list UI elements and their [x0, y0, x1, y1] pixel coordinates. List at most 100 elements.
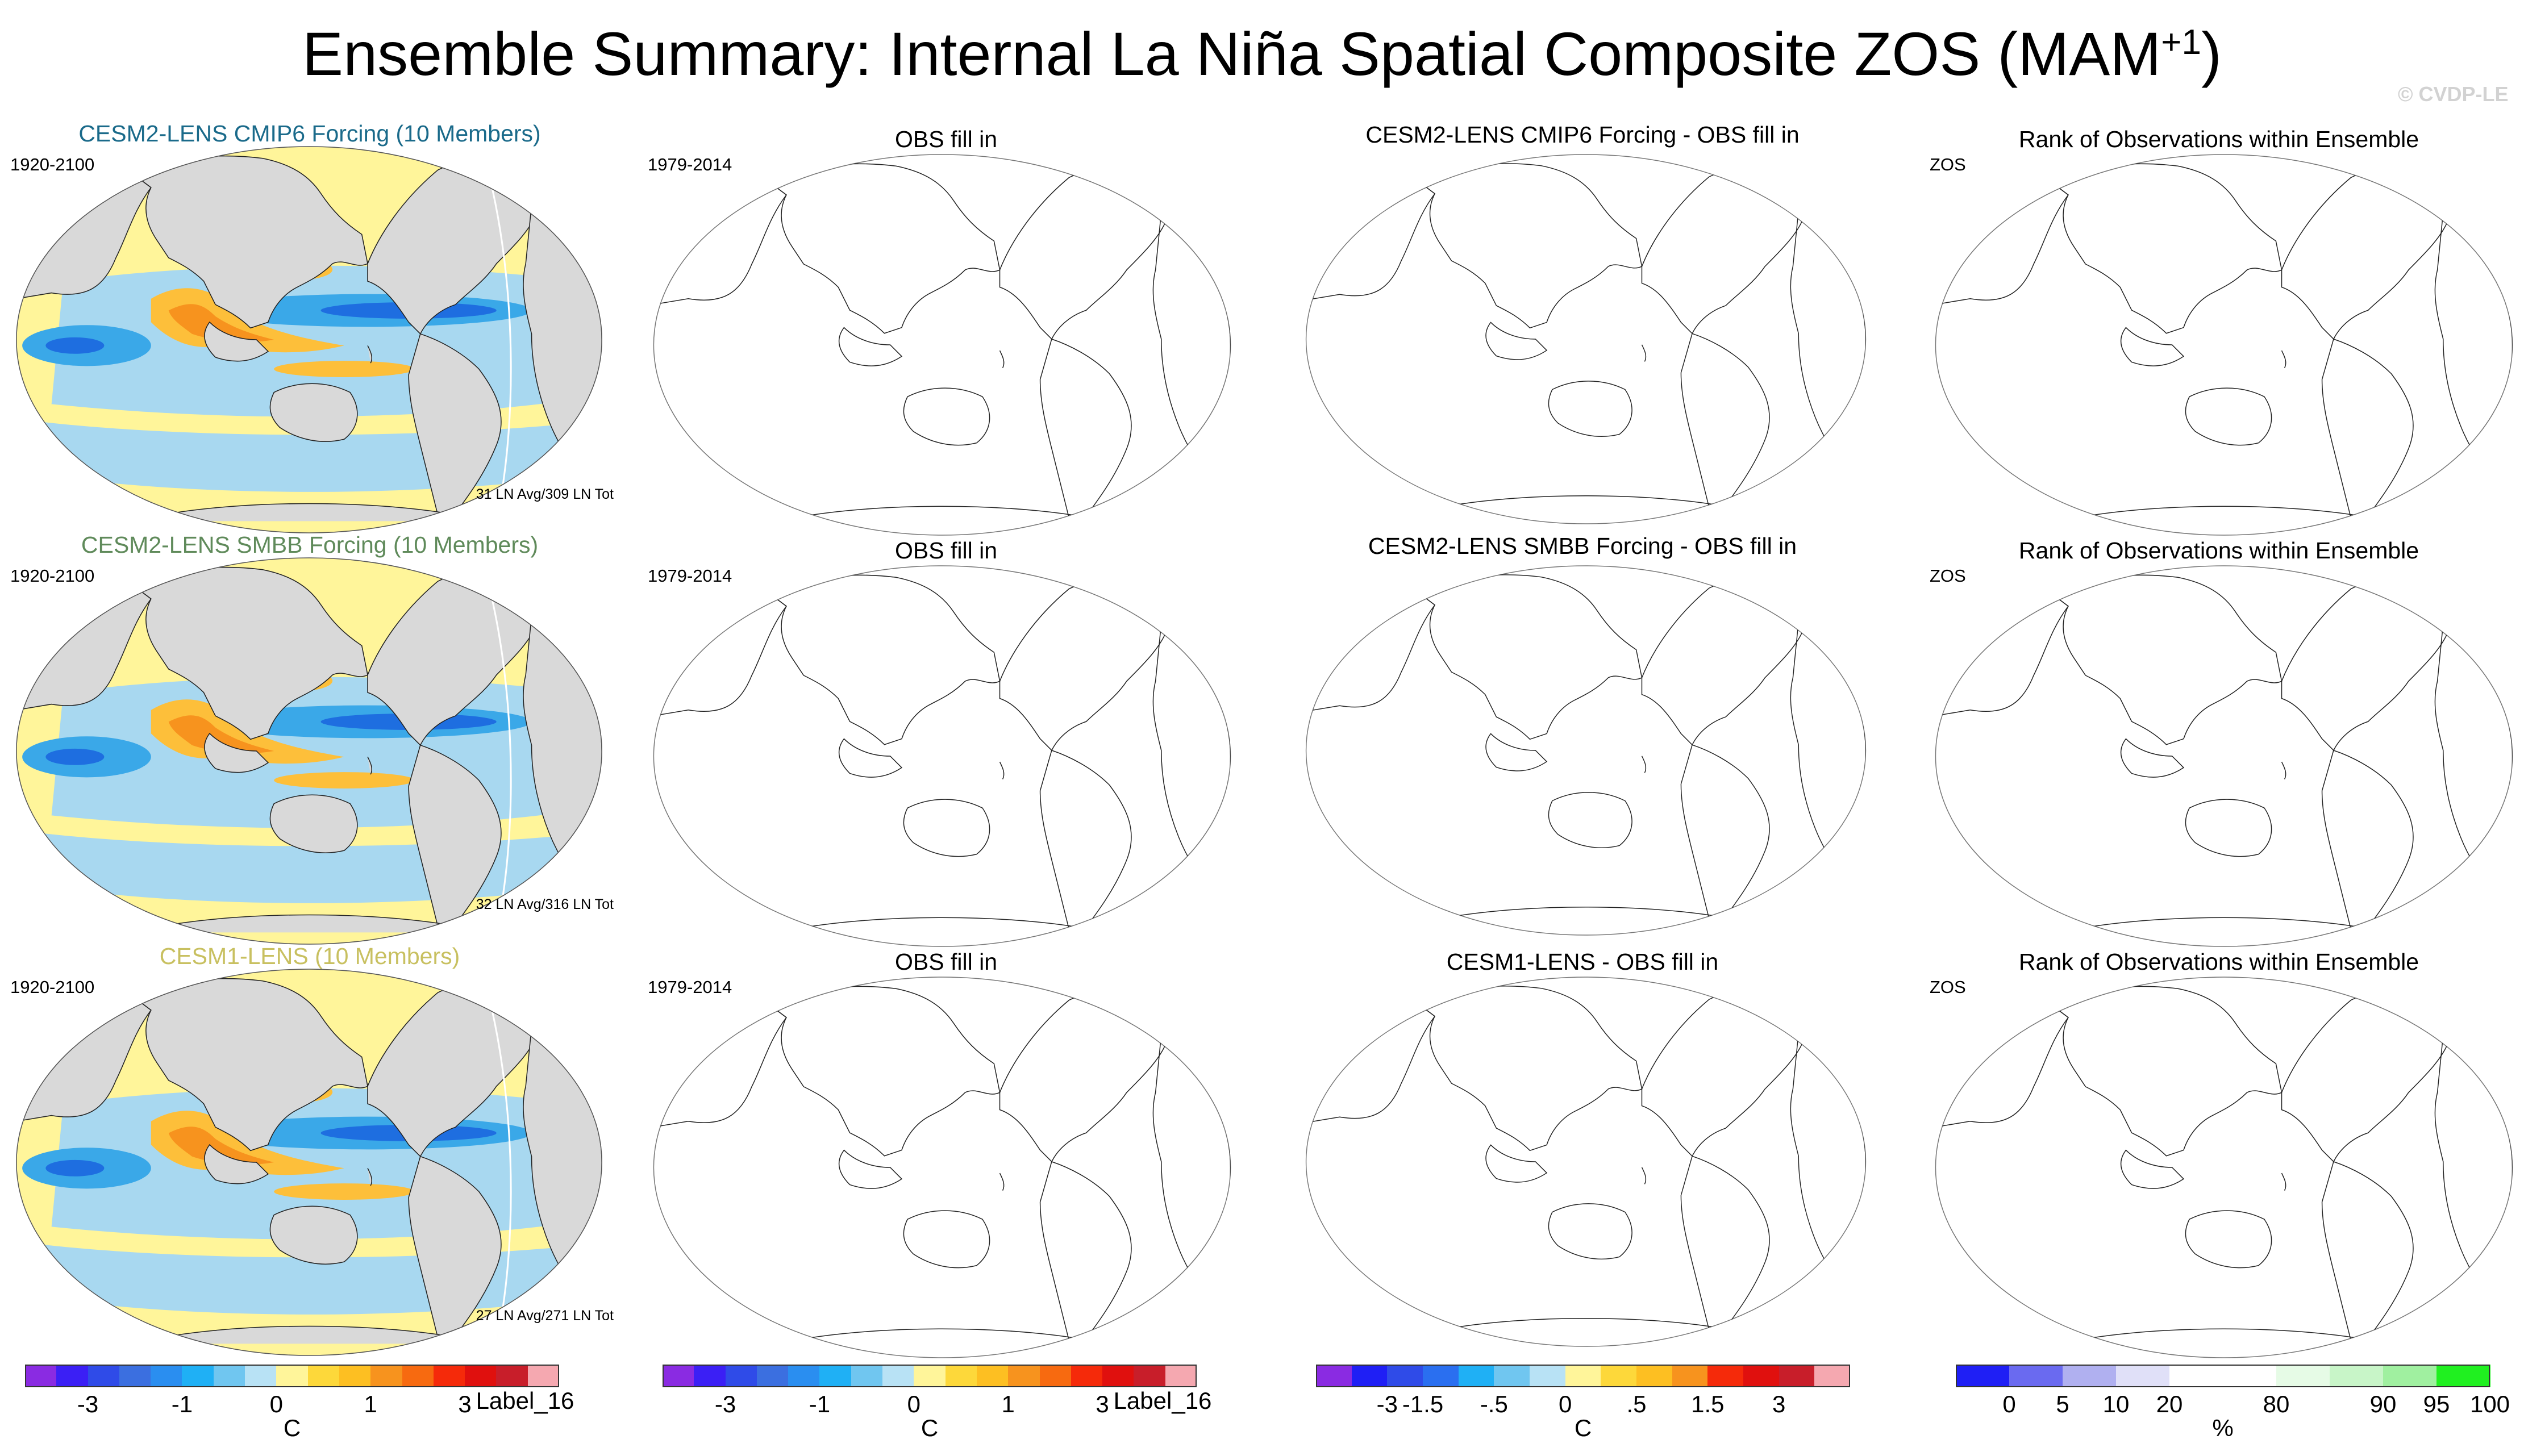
colorbar-frame	[663, 1365, 1197, 1387]
row2-model-count: 32 LN Avg/316 LN Tot	[476, 896, 614, 912]
colorbar-segment	[2383, 1365, 2437, 1387]
colorbar-unit-label: C	[921, 1415, 939, 1441]
colorbar-tick-label: 0	[269, 1391, 284, 1417]
colorbar-segment	[370, 1365, 403, 1387]
main-title: Ensemble Summary: Internal La Niña Spati…	[0, 17, 2524, 91]
colorbar-frame	[1956, 1365, 2490, 1387]
colorbar-tick-label: 3	[458, 1391, 472, 1417]
colorbar-diff: -3 -1.5 -.5 0 .5 1.5 3 C	[1316, 1365, 1851, 1450]
colorbar-segment	[496, 1365, 528, 1387]
row3-rank-title: Rank of Observations within Ensemble	[2018, 949, 2419, 975]
colorbar-segment	[2169, 1365, 2223, 1387]
main-title-text: Ensemble Summary: Internal La Niña Spati…	[302, 19, 2161, 88]
row3-model-count: 27 LN Avg/271 LN Tot	[476, 1308, 614, 1324]
colorbar-tick-label: -.5	[1480, 1391, 1508, 1417]
row2-rank-var: ZOS	[1930, 566, 1966, 586]
copyright-label: © CVDP-LE	[2398, 82, 2509, 106]
colorbar-tick-label: 0	[1558, 1391, 1572, 1417]
row3-rank-var: ZOS	[1930, 977, 1966, 997]
colorbar-tick-label: 90	[2369, 1391, 2397, 1417]
colorbar-segment	[663, 1365, 694, 1387]
colorbar-segment	[56, 1365, 89, 1387]
colorbar-segment	[694, 1365, 726, 1387]
colorbar-tick-label: .5	[1626, 1391, 1647, 1417]
row1-rank-map	[1935, 154, 2513, 536]
row3-obs-title: OBS fill in	[895, 949, 997, 975]
row2-diff-title: CESM2-LENS SMBB Forcing - OBS fill in	[1368, 533, 1797, 559]
row1-model-title: CESM2-LENS CMIP6 Forcing (10 Members)	[78, 120, 541, 147]
colorbar-segment	[914, 1365, 946, 1387]
row1-obs-map	[653, 154, 1231, 536]
row3-obs-map	[653, 977, 1231, 1358]
row2-model-years: 1920-2100	[10, 566, 95, 586]
colorbar-unit-label: %	[2212, 1415, 2234, 1441]
row2-model-title: CESM2-LENS SMBB Forcing (10 Members)	[81, 532, 539, 558]
colorbar-tick-label: -1.5	[1402, 1391, 1444, 1417]
colorbar-segment	[1071, 1365, 1103, 1387]
colorbar-tick-label: 80	[2263, 1391, 2290, 1417]
colorbar-segment	[2063, 1365, 2117, 1387]
colorbar-tick-label: -3	[1376, 1391, 1398, 1417]
colorbar-tick-label: 20	[2156, 1391, 2183, 1417]
colorbar-segment	[788, 1365, 820, 1387]
colorbar-segment	[945, 1365, 977, 1387]
colorbar-segment	[527, 1365, 560, 1387]
row2-diff-map	[1305, 565, 1867, 936]
colorbar-segment	[307, 1365, 340, 1387]
colorbar-tick-label: -1	[171, 1391, 193, 1417]
colorbar-frame	[1316, 1365, 1850, 1387]
colorbar-tick-label: 0	[907, 1391, 921, 1417]
row3-diff-title: CESM1-LENS - OBS fill in	[1446, 949, 1719, 975]
colorbar-segment	[1565, 1365, 1601, 1387]
colorbar-tick-label: 0	[2002, 1391, 2016, 1417]
colorbar-segment	[1458, 1365, 1494, 1387]
colorbar-tick-label: 100	[2469, 1391, 2510, 1417]
colorbar-segment	[119, 1365, 151, 1387]
colorbar-segment	[465, 1365, 497, 1387]
colorbar-segment	[213, 1365, 245, 1387]
colorbar-tick-label: -3	[714, 1391, 736, 1417]
row2-obs-map	[653, 565, 1231, 947]
colorbar-segment	[2436, 1365, 2490, 1387]
colorbar-segment	[1423, 1365, 1459, 1387]
main-title-superscript: +1	[2161, 23, 2201, 62]
colorbar-segment	[2009, 1365, 2063, 1387]
colorbar-segment	[882, 1365, 914, 1387]
colorbar-segment	[2330, 1365, 2384, 1387]
colorbar-segment	[725, 1365, 757, 1387]
colorbar-tick-label: 95	[2423, 1391, 2450, 1417]
colorbar-segment	[1743, 1365, 1780, 1387]
colorbar-end-label: Label_16	[476, 1387, 574, 1414]
row1-obs-title: OBS fill in	[895, 126, 997, 152]
colorbar-segment	[433, 1365, 465, 1387]
colorbar-tick-label: 1.5	[1691, 1391, 1725, 1417]
row1-diff-title: CESM2-LENS CMIP6 Forcing - OBS fill in	[1365, 122, 1800, 148]
row1-model-years: 1920-2100	[10, 155, 95, 174]
colorbar-segment	[1039, 1365, 1072, 1387]
colorbar-segment	[819, 1365, 852, 1387]
colorbar-segment	[2276, 1365, 2330, 1387]
row1-rank-var: ZOS	[1930, 155, 1966, 174]
colorbar-segment	[1316, 1365, 1352, 1387]
colorbar-segment	[402, 1365, 434, 1387]
colorbar-segment	[25, 1365, 57, 1387]
colorbar-model: -3 -1 0 1 3 Label_16 C	[25, 1365, 574, 1450]
colorbar-segment	[1351, 1365, 1388, 1387]
colorbar-tick-label: 3	[1096, 1391, 1109, 1417]
colorbar-segment	[151, 1365, 182, 1387]
colorbar-segment	[851, 1365, 883, 1387]
row1-rank-title: Rank of Observations within Ensemble	[2018, 126, 2419, 152]
colorbar-segment	[1814, 1365, 1851, 1387]
colorbar-tick-label: 10	[2102, 1391, 2130, 1417]
colorbar-rank: 0 5 10 20 80 90 95 100%	[1956, 1365, 2510, 1450]
colorbar-segment	[1636, 1365, 1673, 1387]
row3-model-map	[16, 969, 602, 1356]
row2-obs-years: 1979-2014	[648, 566, 732, 586]
colorbar-segment	[88, 1365, 120, 1387]
colorbar-segment	[1008, 1365, 1040, 1387]
colorbar-segment	[1387, 1365, 1423, 1387]
colorbar-segment	[1779, 1365, 1815, 1387]
colorbar-segment	[339, 1365, 371, 1387]
row1-obs-years: 1979-2014	[648, 155, 732, 174]
row3-obs-years: 1979-2014	[648, 977, 732, 997]
